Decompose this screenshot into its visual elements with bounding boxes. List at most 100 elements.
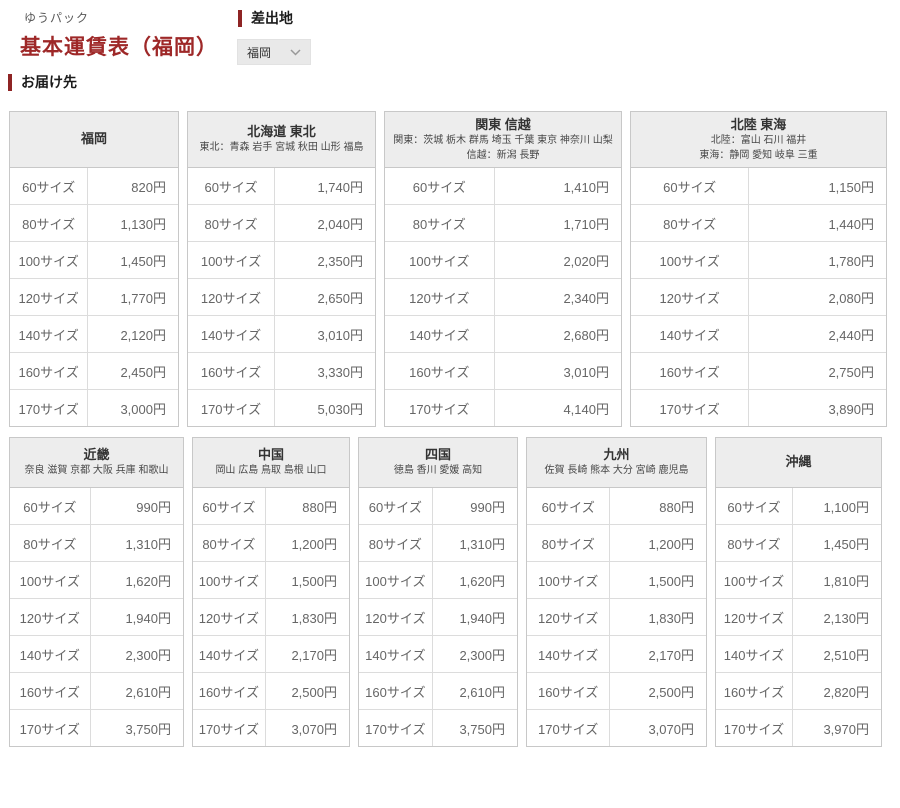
fare-table-kanto-shinetsu: 関東 信越 関東：茨城 栃木 群馬 埼玉 千葉 東京 神奈川 山梨 信越：新潟 長野… <box>384 111 622 427</box>
price-cell: 990円 <box>431 488 517 524</box>
size-cell: 80サイズ <box>727 536 781 552</box>
accent-bar <box>238 9 242 27</box>
fare-table-header: 四国 徳島 香川 愛媛 高知 <box>359 438 517 488</box>
fare-row: 80サイズ 1,130円 <box>10 204 178 241</box>
size-cell: 80サイズ <box>412 216 466 232</box>
price-cell: 1,200円 <box>264 525 349 561</box>
fare-row: 160サイズ 3,010円 <box>385 352 621 389</box>
fare-row: 170サイズ 4,140円 <box>385 389 621 426</box>
price-cell: 3,750円 <box>89 710 183 746</box>
price-cell: 2,300円 <box>89 636 183 672</box>
fare-table-kinki: 近畿 奈良 滋賀 京都 大阪 兵庫 和歌山 60サイズ 990円 80サイズ 1,310円… <box>9 437 184 747</box>
fare-table-header: 沖縄 <box>716 438 881 488</box>
fare-row: 100サイズ 1,620円 <box>10 561 183 598</box>
size-cell: 100サイズ <box>365 573 426 589</box>
size-cell: 170サイズ <box>200 401 262 417</box>
fare-row: 120サイズ 1,830円 <box>193 598 349 635</box>
fare-row: 120サイズ 1,940円 <box>10 598 183 635</box>
destination-section-label: お届け先 <box>8 72 77 92</box>
fare-row: 120サイズ 1,770円 <box>10 278 178 315</box>
price-cell: 3,070円 <box>609 710 706 746</box>
fare-row: 60サイズ 880円 <box>527 488 706 524</box>
size-cell: 170サイズ <box>198 721 260 737</box>
size-cell: 160サイズ <box>198 684 260 700</box>
price-cell: 2,350円 <box>274 242 375 278</box>
fare-row: 60サイズ 1,410円 <box>385 168 621 204</box>
size-cell: 120サイズ <box>365 610 426 626</box>
price-cell: 1,130円 <box>87 205 178 241</box>
fare-row: 80サイズ 1,200円 <box>193 524 349 561</box>
fare-table-subtitle: 徳島 香川 愛媛 高知 <box>393 465 483 477</box>
price-cell: 5,030円 <box>274 390 375 426</box>
fare-row: 100サイズ 2,350円 <box>188 241 375 278</box>
price-cell: 2,080円 <box>748 279 886 315</box>
chevron-down-icon <box>290 48 301 56</box>
size-cell: 140サイズ <box>723 647 785 663</box>
size-cell: 140サイズ <box>365 647 426 663</box>
fare-table-subtitle: 北陸：富山 石川 福井 <box>710 135 807 147</box>
size-cell: 120サイズ <box>200 290 262 306</box>
fare-row: 160サイズ 2,750円 <box>631 352 886 389</box>
price-cell: 2,500円 <box>609 673 706 709</box>
size-cell: 60サイズ <box>368 499 422 515</box>
fare-table-hokkaido-tohoku: 北海道 東北 東北：青森 岩手 宮城 秋田 山形 福島 60サイズ 1,740円 80サ… <box>187 111 376 427</box>
price-cell: 1,620円 <box>89 562 183 598</box>
price-cell: 2,750円 <box>748 353 886 389</box>
price-cell: 2,500円 <box>264 673 349 709</box>
fare-table-header: 北海道 東北 東北：青森 岩手 宮城 秋田 山形 福島 <box>188 112 375 168</box>
price-cell: 1,150円 <box>748 168 886 204</box>
price-cell: 1,810円 <box>791 562 881 598</box>
size-cell: 170サイズ <box>409 401 470 417</box>
size-cell: 60サイズ <box>412 179 466 195</box>
fare-row: 170サイズ 3,750円 <box>10 709 183 746</box>
fare-table-header: 福岡 <box>10 112 178 168</box>
fare-row: 160サイズ 2,450円 <box>10 352 178 389</box>
size-cell: 80サイズ <box>663 216 717 232</box>
fare-table-subtitle: 東北：青森 岩手 宮城 秋田 山形 福島 <box>199 142 364 154</box>
price-cell: 1,740円 <box>274 168 375 204</box>
size-cell: 140サイズ <box>538 647 599 663</box>
destination-label-text: お届け先 <box>21 74 77 90</box>
fare-row: 60サイズ 1,740円 <box>188 168 375 204</box>
fare-row: 60サイズ 1,100円 <box>716 488 881 524</box>
size-cell: 140サイズ <box>200 327 262 343</box>
origin-select[interactable]: 福岡 <box>237 39 311 65</box>
size-cell: 100サイズ <box>409 253 470 269</box>
price-cell: 3,330円 <box>274 353 375 389</box>
brand-label: ゆうパック <box>24 11 90 25</box>
size-cell: 60サイズ <box>663 179 717 195</box>
size-cell: 100サイズ <box>723 573 785 589</box>
price-cell: 1,940円 <box>89 599 183 635</box>
size-cell: 170サイズ <box>365 721 426 737</box>
size-cell: 60サイズ <box>541 499 595 515</box>
size-cell: 140サイズ <box>19 647 80 663</box>
fare-row: 170サイズ 3,070円 <box>193 709 349 746</box>
fare-row: 170サイズ 5,030円 <box>188 389 375 426</box>
size-cell: 120サイズ <box>723 610 785 626</box>
size-cell: 80サイズ <box>22 216 76 232</box>
price-cell: 1,620円 <box>431 562 517 598</box>
fare-row: 80サイズ 1,310円 <box>10 524 183 561</box>
fare-row: 120サイズ 2,340円 <box>385 278 621 315</box>
fare-row: 140サイズ 2,680円 <box>385 315 621 352</box>
size-cell: 60サイズ <box>727 499 781 515</box>
size-cell: 100サイズ <box>18 253 79 269</box>
fare-row: 160サイズ 2,610円 <box>10 672 183 709</box>
fare-row: 80サイズ 1,200円 <box>527 524 706 561</box>
price-cell: 3,070円 <box>264 710 349 746</box>
size-cell: 160サイズ <box>19 684 80 700</box>
fare-table-title: 福岡 <box>80 131 107 147</box>
fare-table-header: 近畿 奈良 滋賀 京都 大阪 兵庫 和歌山 <box>10 438 183 488</box>
fare-row: 170サイズ 3,890円 <box>631 389 886 426</box>
size-cell: 170サイズ <box>538 721 599 737</box>
fare-row: 140サイズ 2,170円 <box>527 635 706 672</box>
fare-row: 160サイズ 2,500円 <box>193 672 349 709</box>
price-cell: 880円 <box>609 488 706 524</box>
price-cell: 2,170円 <box>264 636 349 672</box>
fare-row: 140サイズ 2,120円 <box>10 315 178 352</box>
fare-row: 140サイズ 2,510円 <box>716 635 881 672</box>
fare-tables-row-2: 近畿 奈良 滋賀 京都 大阪 兵庫 和歌山 60サイズ 990円 80サイズ 1,310円… <box>9 437 882 747</box>
price-cell: 2,450円 <box>87 353 178 389</box>
price-cell: 2,610円 <box>431 673 517 709</box>
size-cell: 60サイズ <box>22 179 76 195</box>
